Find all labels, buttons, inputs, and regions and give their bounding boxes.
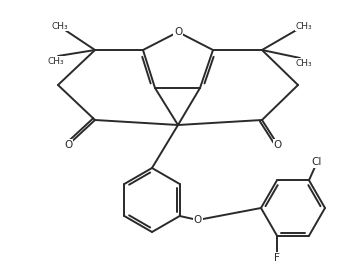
Text: F: F <box>274 253 280 263</box>
Text: O: O <box>193 215 202 225</box>
Text: CH₃: CH₃ <box>48 57 64 66</box>
Text: CH₃: CH₃ <box>52 22 68 31</box>
Text: Cl: Cl <box>312 157 322 167</box>
Text: O: O <box>64 140 72 150</box>
Text: O: O <box>274 140 282 150</box>
Text: O: O <box>174 27 182 37</box>
Text: CH₃: CH₃ <box>296 59 312 67</box>
Text: CH₃: CH₃ <box>296 22 312 31</box>
